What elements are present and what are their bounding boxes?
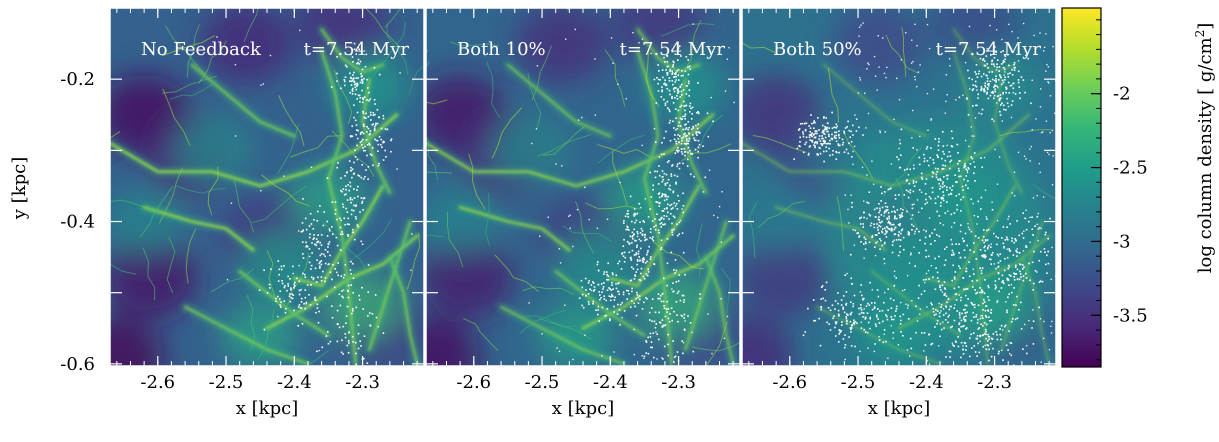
axes-layer: -2.6 -2.5 -2.4 -2.3 -2.6 -2.5 -2.4 -2.3 -2.6 -2.5… (60, 7, 1148, 393)
panel-time-both-10: t=7.54 Myr (620, 39, 726, 60)
x-axis-label-1: x [kpc] (236, 398, 298, 419)
y-tick-label: -0.2 (60, 69, 95, 90)
y-tick-label: -0.6 (60, 354, 95, 375)
x-tick-label: -2.6 (456, 372, 491, 393)
panel-label-no-feedback: No Feedback (141, 39, 262, 60)
panel-no-feedback (110, 8, 424, 366)
x-tick-label: -2.3 (661, 372, 696, 393)
colorbar-tick-label: -3.5 (1113, 305, 1148, 326)
panel-time-both-50: t=7.54 Myr (936, 39, 1042, 60)
x-axis-label-3: x [kpc] (868, 398, 930, 419)
panel-label-both-10: Both 10% (457, 39, 546, 60)
panel-time-no-feedback: t=7.54 Myr (304, 39, 410, 60)
x-tick-label: -2.5 (209, 372, 244, 393)
colorbar-label: log column density [ g/cm2] (1193, 23, 1216, 274)
x-tick-label: -2.3 (977, 372, 1012, 393)
x-tick-label: -2.4 (593, 372, 628, 393)
x-tick-label: -2.4 (277, 372, 312, 393)
colorbar (1061, 7, 1102, 368)
colorbar-tick-label: -2 (1113, 84, 1131, 105)
x-tick-label: -2.6 (140, 372, 175, 393)
x-tick-label: -2.5 (841, 372, 876, 393)
x-tick-label: -2.3 (345, 372, 380, 393)
panel-both-50 (742, 8, 1056, 366)
x-axis-label-2: x [kpc] (552, 398, 614, 419)
panel-both-10 (426, 8, 740, 366)
x-tick-label: -2.5 (525, 372, 560, 393)
x-tick-label: -2.6 (772, 372, 807, 393)
colorbar-tick-label: -3 (1113, 231, 1131, 252)
y-tick-label: -0.4 (60, 212, 95, 233)
panel-label-both-50: Both 50% (773, 39, 862, 60)
colorbar-tick-label: -2.5 (1113, 158, 1148, 179)
x-tick-label: -2.4 (909, 372, 944, 393)
y-axis-label: y [kpc] (9, 157, 30, 220)
